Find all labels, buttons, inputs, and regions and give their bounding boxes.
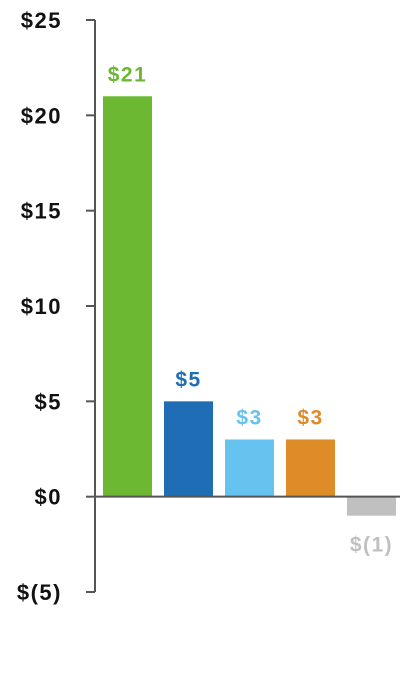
y-tick-label: $20 (21, 103, 62, 128)
bar (103, 96, 152, 497)
bar (164, 401, 213, 497)
y-tick-label: $0 (35, 485, 62, 510)
bar (225, 439, 274, 497)
data-label: $3 (297, 406, 323, 429)
y-tick-label: $5 (35, 389, 62, 414)
y-tick-label: $25 (21, 8, 62, 33)
data-label: $(1) (350, 534, 393, 557)
bar (347, 496, 396, 516)
y-tick-label: $(5) (17, 580, 62, 605)
data-label: $5 (175, 368, 201, 391)
data-label: $3 (236, 406, 262, 429)
y-tick-label: $15 (21, 199, 62, 224)
y-tick-label: $10 (21, 294, 62, 319)
bar (286, 439, 335, 497)
data-label: $21 (108, 63, 148, 86)
